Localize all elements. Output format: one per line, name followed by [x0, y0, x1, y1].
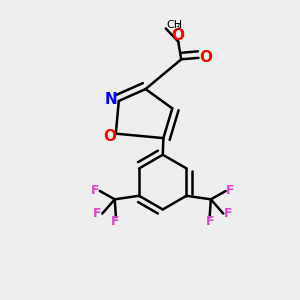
Text: F: F — [226, 184, 235, 197]
Text: CH: CH — [167, 20, 183, 31]
Text: F: F — [93, 207, 102, 220]
Text: F: F — [206, 215, 214, 228]
Text: F: F — [111, 215, 120, 228]
Text: O: O — [103, 129, 116, 144]
Text: 3: 3 — [175, 23, 180, 32]
Text: F: F — [224, 207, 232, 220]
Text: O: O — [171, 28, 184, 43]
Text: O: O — [200, 50, 213, 65]
Text: N: N — [104, 92, 117, 107]
Text: F: F — [91, 184, 99, 197]
